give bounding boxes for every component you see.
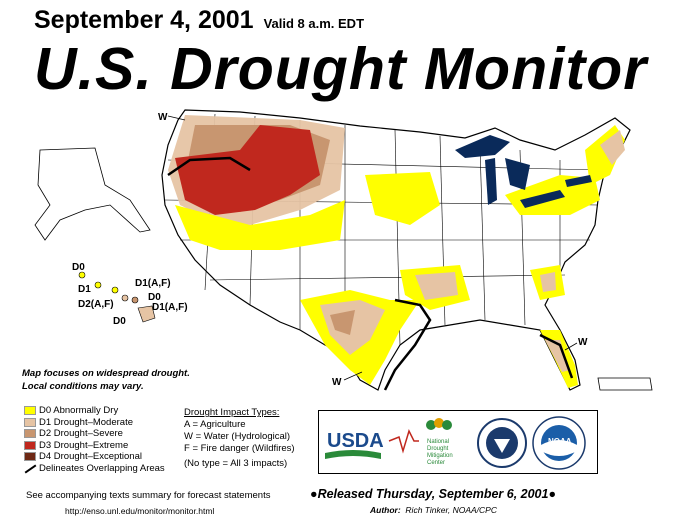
ndmc-line-3: Mitigation — [427, 453, 453, 459]
impacts-heading: Drought Impact Types: — [184, 407, 280, 418]
usda-logo: USDA — [325, 425, 384, 459]
map-note: Map focuses on widespread drought. Local… — [22, 367, 190, 393]
legend-item-d4: D4 Drought–Exceptional — [24, 451, 165, 463]
alaska — [34, 147, 151, 241]
legend-item-line: Delineates Overlapping Areas — [24, 463, 165, 475]
note-line-1: Map focuses on widespread drought. — [22, 368, 190, 379]
legend: D0 Abnormally Dry D1 Drought–Moderate D2… — [24, 405, 165, 474]
hawaii — [78, 271, 156, 323]
impact-fire: F = Fire danger (Wildfires) — [184, 443, 295, 454]
hawaii-label-6: D0 — [113, 316, 126, 327]
lake-michigan — [485, 158, 497, 205]
ndmc-line-2: Drought — [427, 446, 449, 452]
note-line-2: Local conditions may vary. — [22, 381, 144, 392]
hawaii-label-0: D0 — [72, 262, 85, 273]
army-corps-seal — [477, 418, 527, 468]
d1-florida — [545, 340, 570, 372]
impact-agriculture: A = Agriculture — [184, 419, 246, 430]
drought-areas — [168, 115, 625, 388]
logos-graphic: USDA National Drought Mitigation Center … — [325, 416, 586, 470]
ndmc-line-4: Center — [427, 460, 445, 466]
footer-note: See accompanying texts summary for forec… — [26, 490, 271, 501]
usda-logo-text: USDA — [327, 430, 384, 452]
ndmc-line-1: National — [427, 439, 449, 445]
footer-url[interactable]: http://enso.unl.edu/monitor/monitor.html — [65, 506, 215, 516]
label-w-florida: W — [578, 337, 588, 348]
release-text: Released Thursday, September 6, 2001 — [317, 487, 549, 501]
lake-huron — [505, 158, 530, 190]
puerto-rico — [597, 377, 653, 391]
hawaii-label-2: D1(A,F) — [135, 278, 171, 289]
label-w-northwest: W — [158, 112, 168, 123]
legend-swatch-d4 — [24, 452, 36, 462]
date-text: September 4, 2001 — [34, 6, 254, 34]
bullet-right-icon: ● — [548, 487, 557, 501]
impact-water: W = Water (Hydrological) — [184, 431, 291, 442]
d3-northwest — [175, 125, 320, 215]
impact-types: Drought Impact Types: A = Agriculture W … — [184, 407, 295, 470]
hawaii-label-3: D0 — [148, 292, 161, 303]
legend-swatch-d1 — [24, 417, 36, 427]
legend-label-d3: D3 Drought–Extreme — [39, 439, 129, 451]
author: Author: Rich Tinker, NOAA/CPC — [370, 505, 497, 515]
valid-time: Valid 8 a.m. EDT — [263, 16, 365, 31]
label-w-texas: W — [332, 377, 342, 388]
author-label: Author: — [370, 505, 401, 515]
noaa-logo: NOAA — [532, 416, 586, 470]
author-name: Rich Tinker, NOAA/CPC — [405, 505, 497, 515]
release-date: ●Released Thursday, September 6, 2001● — [310, 487, 556, 501]
d0-plains — [365, 172, 440, 225]
d2-texas — [330, 310, 355, 335]
legend-label-line: Delineates Overlapping Areas — [39, 462, 165, 474]
legend-label-d0: D0 Abnormally Dry — [39, 405, 119, 416]
legend-item-d1: D1 Drought–Moderate — [24, 417, 165, 429]
map-date: September 4, 2001 Valid 8 a.m. EDT — [34, 6, 364, 35]
d1-carolina — [540, 272, 556, 292]
legend-swatch-d2 — [24, 429, 36, 439]
delineation-lines — [167, 156, 574, 391]
hawaii-label-1: D1 — [78, 284, 91, 295]
legend-item-d2: D2 Drought–Severe — [24, 428, 165, 440]
page-title: U.S. Drought Monitor — [34, 36, 648, 102]
legend-label-d1: D1 Drought–Moderate — [39, 416, 133, 428]
ndmc-logo: National Drought Mitigation Center — [388, 418, 453, 466]
great-lakes — [455, 135, 592, 208]
agency-logos: USDA National Drought Mitigation Center … — [318, 410, 598, 474]
legend-swatch-d3 — [24, 440, 36, 450]
drought-map: W W W D0 D1 D1(A,F) D0 D2(A,F) D1(A,F) D… — [34, 109, 653, 391]
legend-swatch-d0 — [24, 406, 36, 416]
bullet-left-icon: ● — [310, 487, 318, 501]
delineation-line-icon — [24, 464, 36, 473]
legend-item-d0: D0 Abnormally Dry — [24, 405, 165, 417]
lake-superior — [455, 135, 510, 158]
legend-label-d4: D4 Drought–Exceptional — [39, 451, 142, 462]
impact-all: (No type = All 3 impacts) — [184, 458, 288, 469]
hawaii-label-5: D1(A,F) — [152, 302, 188, 313]
d1-south — [415, 272, 458, 300]
d1-northeast — [600, 130, 625, 165]
legend-item-d3: D3 Drought–Extreme — [24, 440, 165, 452]
legend-label-d2: D2 Drought–Severe — [39, 428, 123, 439]
lake-ontario — [565, 175, 592, 187]
d0-west — [175, 200, 345, 250]
hawaii-label-4: D2(A,F) — [78, 299, 114, 310]
lake-erie — [520, 190, 565, 208]
noaa-logo-text: NOAA — [548, 437, 572, 446]
